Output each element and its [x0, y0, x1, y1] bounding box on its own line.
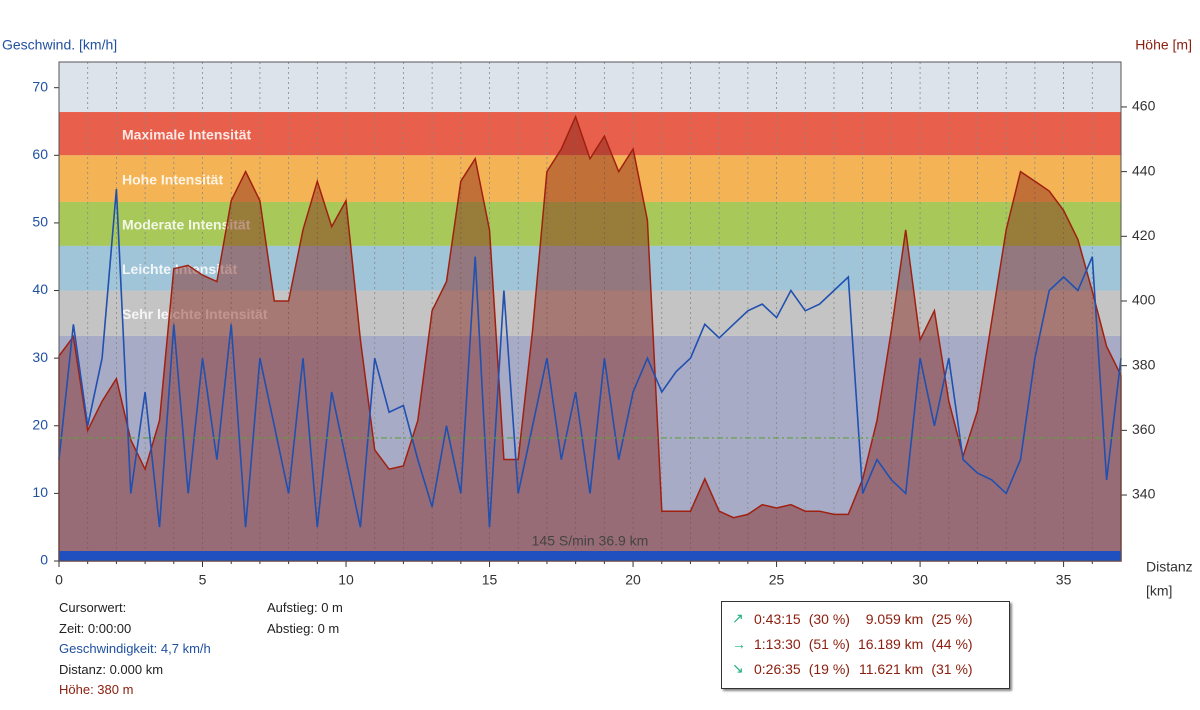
stats-cell: (25 %) [931, 610, 973, 627]
stats-cell: (31 %) [931, 660, 973, 677]
climb-info: Aufstieg: 0 m Abstieg: 0 m [267, 598, 343, 639]
y2-tick-label: 440 [1132, 162, 1156, 178]
elevation-area [58, 114, 1122, 562]
footer-text: 145 S/min 36.9 km [532, 533, 649, 549]
stats-cell: → [732, 635, 746, 652]
y-tick-label: 30 [32, 349, 48, 365]
band-label: Maximale Intensität [122, 126, 251, 142]
intensity-band [59, 245, 1121, 291]
intensity-band [59, 201, 1121, 246]
plot-border [58, 61, 1122, 562]
y-tick-label: 20 [32, 416, 48, 432]
info-text: Höhe: 380 m [59, 682, 134, 697]
band-label: Moderate Intensität [122, 217, 251, 233]
stats-row: → 1:13:30 (51 %) 16.189 km (44 %) [728, 631, 977, 656]
x-tick-label: 35 [1056, 572, 1072, 588]
band-label: Leichte Intensität [122, 261, 237, 277]
stats-cell: (44 %) [931, 635, 973, 652]
stats-row: ↘ 0:26:35 (19 %) 11.621 km (31 %) [728, 656, 977, 681]
stats-cell: 0:43:15 [754, 610, 801, 627]
x-tick-label: 30 [912, 572, 928, 588]
stats-table: ↗ 0:43:15 (30 %) 9.059 km (25 %) → 1:13:30 (51 … [728, 606, 977, 681]
chart: Geschwind. [km/h] Höhe [m] Distanz [km] … [2, 37, 1193, 599]
y2-axis-label: Höhe [m] [1135, 37, 1192, 53]
stats-cell: (51 %) [808, 635, 850, 652]
y-axis-label: Geschwind. [km/h] [2, 37, 117, 53]
y-tick-label: 0 [40, 552, 48, 568]
info-text: Abstieg: 0 m [267, 620, 340, 636]
y2-tick-label: 400 [1132, 292, 1156, 308]
x-tick-label: 20 [625, 572, 641, 588]
info-text: Aufstieg: 0 m [267, 600, 343, 615]
info-text: Cursorwert: [59, 600, 127, 615]
bottom-bar [59, 551, 1121, 561]
y2-tick-label: 360 [1132, 421, 1156, 437]
x-tick-label: 0 [55, 572, 63, 588]
stats-box: ↗ 0:43:15 (30 %) 9.059 km (25 %) → 1:13:30 (51 … [721, 601, 1010, 689]
stats-cell: 1:13:30 [754, 635, 801, 652]
stats-cell: (30 %) [808, 610, 850, 627]
speed-line [58, 189, 1122, 528]
band-label: Hohe Intensität [122, 171, 223, 187]
stats-row: ↗ 0:43:15 (30 %) 9.059 km (25 %) [728, 606, 977, 631]
intensity-band [59, 112, 1121, 156]
y2-tick-label: 420 [1132, 227, 1156, 243]
info-text: Distanz: 0.000 km [59, 661, 164, 677]
stats-cell: ↘ [732, 660, 744, 676]
info-text: Zeit: 0:00:00 [59, 620, 132, 636]
y-tick-label: 10 [32, 484, 48, 500]
cursor-info: Cursorwert: Zeit: 0:00:00 Geschwindigkei… [59, 598, 211, 701]
intensity-band [59, 290, 1121, 336]
y2-tick-label: 460 [1132, 98, 1156, 114]
x-tick-label: 10 [338, 572, 354, 588]
info-text: Geschwindigkeit: 4,7 km/h [59, 641, 211, 656]
stats-cell: ↗ [732, 610, 744, 626]
y2-tick-label: 340 [1132, 486, 1156, 502]
stats-cell: (19 %) [808, 660, 850, 677]
band-label: Sehr leichte Intensität [122, 306, 268, 322]
x-axis-label: [km] [1146, 583, 1172, 599]
y-tick-label: 50 [32, 214, 48, 230]
x-tick-label: 5 [199, 572, 207, 588]
stats-cell: 0:26:35 [754, 660, 801, 677]
y-tick-label: 70 [32, 78, 48, 94]
y-tick-label: 60 [32, 146, 48, 162]
y2-tick-label: 380 [1132, 356, 1156, 372]
stats-cell: 9.059 km [865, 610, 924, 627]
x-axis-label: Distanz [1146, 559, 1193, 575]
x-tick-label: 15 [482, 572, 498, 588]
stats-cell: 16.189 km [857, 635, 924, 652]
stats-cell: 11.621 km [858, 660, 924, 677]
x-tick-label: 25 [769, 572, 785, 588]
intensity-band [59, 155, 1121, 202]
y-tick-label: 40 [32, 281, 48, 297]
